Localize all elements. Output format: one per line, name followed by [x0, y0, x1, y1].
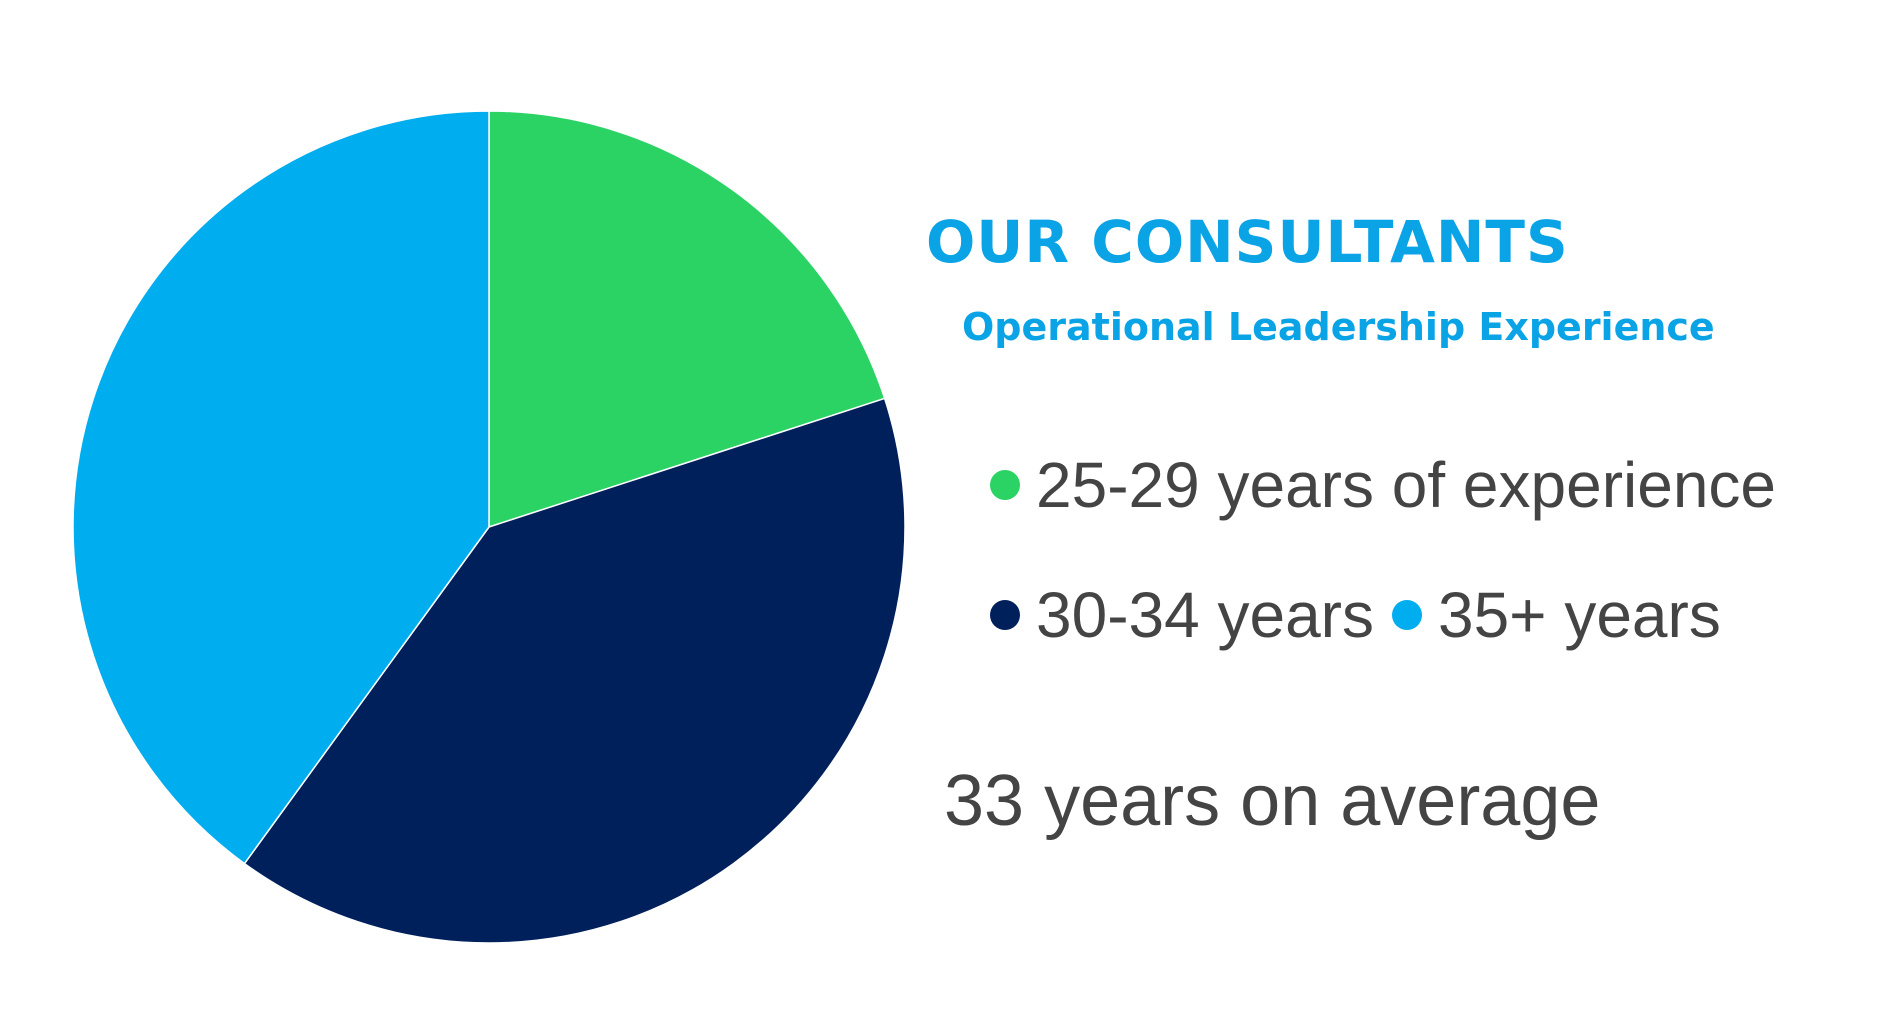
legend-item-35-plus: 35+ years — [1391, 578, 1721, 652]
legend-label-30-34: 30-34 years — [1036, 579, 1374, 651]
legend-item-25-29: 25-29 years of experience — [990, 448, 1776, 522]
legend-dot-35-plus — [1391, 600, 1422, 630]
legend-item-30-34: 30-34 years — [990, 578, 1374, 652]
legend-label-35-plus: 35+ years — [1437, 579, 1721, 651]
legend-dot-25-29 — [990, 470, 1020, 500]
pie-slice-30-34 — [243, 397, 906, 944]
legend-row-1: 25-29 years of experience — [990, 448, 1776, 522]
chart-title: OUR CONSULTANTS — [926, 208, 1569, 276]
legend-label-25-29: 25-29 years of experience — [1036, 449, 1776, 521]
legend-dot-30-34 — [990, 600, 1020, 630]
chart-subtitle: Operational Leadership Experience — [962, 305, 1715, 349]
legend-row-2: 30-34 years 35+ years — [990, 578, 1721, 652]
pie-slice-25-29 — [488, 110, 886, 529]
pie-slice-35-plus — [72, 110, 490, 865]
average-annotation: 33 years on average — [944, 761, 1601, 841]
